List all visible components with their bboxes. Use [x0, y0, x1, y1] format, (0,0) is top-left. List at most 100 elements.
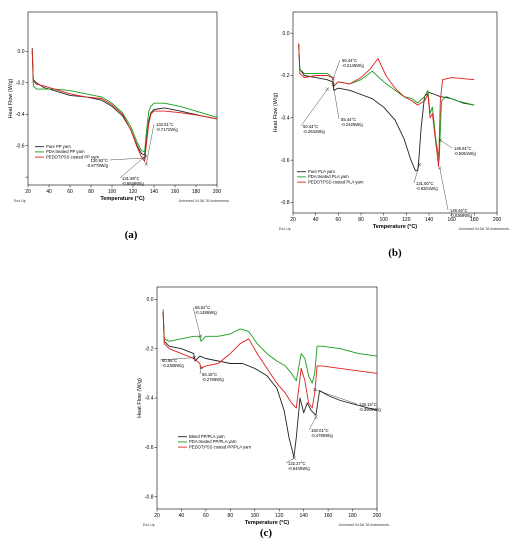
- peak-annotation: 50.44°C: [303, 124, 318, 129]
- annotation-leader: [119, 155, 146, 179]
- annotation-leader: [109, 157, 145, 161]
- instrument-footer: Universal V4.5A TA Instruments: [459, 227, 510, 231]
- peak-annotation: -0.4780W/g: [311, 433, 333, 438]
- annotation-marker: [331, 76, 335, 81]
- annotation-leader: [159, 357, 195, 361]
- peak-annotation: 149.46°C: [450, 208, 468, 213]
- annotation-leader: [413, 164, 420, 184]
- peak-annotation: 132.27°C: [288, 461, 306, 466]
- y-tick-label: -0.6: [281, 158, 290, 164]
- x-tick-label: 80: [88, 189, 94, 195]
- x-tick-label: 40: [179, 513, 185, 519]
- peak-annotation: -0.2769W/g: [202, 377, 224, 382]
- peak-annotation: 50.55°C: [162, 358, 177, 363]
- series-line-3: [31, 49, 218, 162]
- annotation-marker: [313, 387, 317, 392]
- peak-annotation: 55.44°C: [342, 58, 357, 63]
- dsc-chart-panel: 20 40 60 80 100 120 140 160 180 200 -0.6 -0.4 -0.2 0.…: [8, 11, 230, 241]
- exo-up-footer: Exo Up: [279, 227, 291, 231]
- annotation-leader: [332, 84, 340, 120]
- x-tick-label: 140: [150, 189, 159, 195]
- x-tick-label: 60: [203, 513, 209, 519]
- y-tick-label: -0.6: [16, 143, 25, 149]
- x-tick-label: 40: [46, 189, 52, 195]
- series-line-2: [31, 51, 218, 153]
- series-line-1: [298, 43, 475, 172]
- series-line-1: [162, 311, 378, 458]
- legend-entry: PEDOT:PSS coated PP yarn: [46, 154, 100, 159]
- legend-entry: Pure PP yarn: [46, 144, 71, 149]
- y-axis-label: Heat Flow (W/g): [137, 378, 143, 418]
- annotation-leader: [300, 88, 328, 127]
- series-line-2: [298, 45, 475, 161]
- peak-annotation: -0.7172W/g: [156, 127, 178, 132]
- x-tick-label: 160: [171, 189, 180, 195]
- annotation-marker: [192, 355, 197, 360]
- x-tick-label: 100: [108, 189, 117, 195]
- annotation-marker: [144, 162, 148, 166]
- x-tick-label: 200: [213, 189, 222, 195]
- x-tick-label: 200: [493, 217, 502, 223]
- annotation-marker: [314, 415, 318, 419]
- legend-entry: Blend PP/PLA yarn: [189, 434, 225, 439]
- plot-frame: [156, 286, 378, 510]
- x-tick-label: 160: [447, 217, 456, 223]
- x-tick-label: 60: [67, 189, 73, 195]
- y-axis-label: Heat Flow (W/g): [8, 78, 14, 118]
- annotation-marker: [331, 82, 335, 87]
- peak-annotation: -0.6440W/g: [288, 466, 310, 471]
- x-tick-label: 180: [348, 513, 357, 519]
- y-tick-label: 0.0: [147, 297, 154, 303]
- peak-annotation: 132.61°C: [156, 122, 174, 127]
- peak-annotation: -0.2642W/g: [303, 129, 325, 134]
- annotation-leader: [199, 367, 202, 375]
- annotation-leader: [285, 458, 295, 464]
- y-tick-label: -0.2: [281, 73, 290, 79]
- annotation-marker: [438, 138, 442, 142]
- y-tick-label: -0.4: [281, 115, 290, 121]
- x-tick-label: 100: [251, 513, 260, 519]
- annotation-marker: [292, 456, 296, 460]
- annotation-leader: [314, 389, 358, 405]
- x-tick-label: 40: [313, 217, 319, 223]
- x-tick-label: 140: [425, 217, 434, 223]
- annotation-marker: [198, 334, 203, 338]
- legend-entry: PEDOT:PSS coated PLA yarn: [308, 179, 364, 184]
- x-tick-label: 120: [275, 513, 284, 519]
- annotation-marker: [417, 162, 422, 167]
- instrument-footer: Universal V4.5A TA Instruments: [179, 199, 230, 203]
- y-tick-label: -0.2: [145, 346, 154, 352]
- peak-annotation: -0.6648W/g: [122, 181, 144, 186]
- annotation-marker: [143, 154, 148, 158]
- legend-entry: PDA treated PP/PLA yarn: [189, 439, 237, 444]
- y-tick-label: -0.6: [145, 445, 154, 451]
- plot-frame: [292, 11, 498, 214]
- peak-annotation: -0.2365W/g: [162, 363, 184, 368]
- series-line-1: [31, 48, 218, 156]
- peak-annotation: 150.01°C: [311, 428, 329, 433]
- dsc-chart-panel: 20 40 60 80 100 120 140 160 180 200 -0.8 -0.6 -0.4 -0…: [137, 286, 389, 539]
- panel-label: (b): [388, 247, 402, 259]
- peak-annotation: 131.50°C: [416, 181, 434, 186]
- series-line-3: [162, 311, 378, 409]
- annotation-marker: [437, 166, 442, 170]
- plot-frame: [27, 11, 218, 186]
- y-tick-label: 0.0: [283, 31, 290, 37]
- annotation-leader: [192, 306, 201, 337]
- annotation-marker: [142, 156, 147, 160]
- peak-annotation: -0.1495W/g: [195, 310, 217, 315]
- y-tick-label: -0.2: [16, 80, 25, 86]
- peak-annotation: -0.6201W/g: [416, 186, 438, 191]
- peak-annotation: 56.16°C: [202, 372, 217, 377]
- annotation-marker: [199, 365, 203, 370]
- x-tick-label: 80: [228, 513, 234, 519]
- annotation-leader: [146, 123, 155, 165]
- y-tick-label: -0.8: [281, 200, 290, 206]
- exo-up-footer: Exo Up: [14, 199, 26, 203]
- x-tick-label: 20: [25, 189, 31, 195]
- y-tick-label: 0.0: [18, 49, 25, 55]
- dsc-chart-panel: 20 40 60 80 100 120 140 160 180 200 -0.8 -0.6 -0.4 -0…: [273, 11, 510, 259]
- y-tick-label: -0.4: [145, 396, 154, 402]
- annotation-leader: [440, 140, 453, 149]
